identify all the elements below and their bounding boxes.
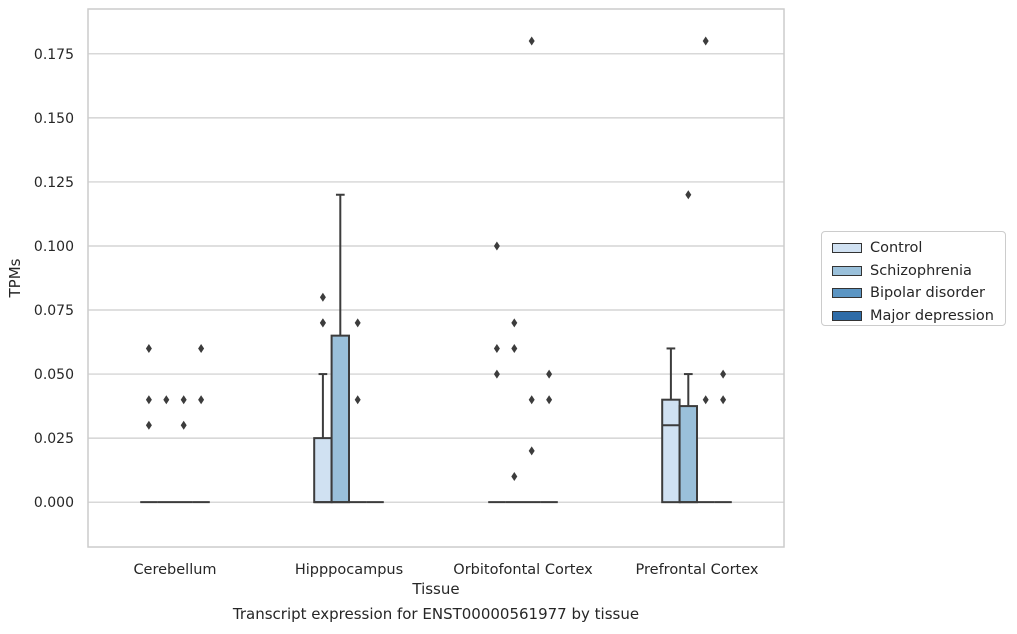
y-tick-label: 0.050 [34, 367, 74, 383]
box-body [313, 437, 333, 504]
outlier-point [354, 395, 361, 405]
outlier-markers [145, 36, 727, 482]
legend-item: Major depression [832, 305, 1005, 328]
outlier-point [511, 472, 518, 482]
x-tick-labels: Cerebellum Hipppocampus Orbitofontal Corte… [133, 562, 758, 578]
box-body [330, 334, 351, 504]
outlier-point [511, 318, 518, 328]
box-schizophrenia [678, 373, 698, 504]
outlier-point [546, 395, 553, 405]
x-axis-label: Tissue [411, 580, 459, 598]
legend-swatch [832, 288, 862, 299]
box-control [313, 373, 333, 504]
outlier-point [354, 318, 361, 328]
outlier-point [493, 241, 500, 251]
outlier-point [702, 36, 709, 46]
outlier-point [180, 420, 187, 430]
y-tick-label: 0.125 [34, 175, 74, 191]
x-tick-label: Cerebellum [133, 562, 216, 578]
legend-item: Schizophrenia [832, 260, 1005, 283]
chart: 0.000 0.025 0.050 0.075 0.100 0.125 0.150 0.175… [6, 8, 785, 598]
outlier-point [145, 395, 152, 405]
legend-item: Bipolar disorder [832, 282, 1005, 305]
outlier-point [319, 318, 326, 328]
y-axis-label: TPMs [6, 258, 24, 298]
outlier-point [198, 343, 205, 353]
legend-swatch [832, 265, 862, 276]
y-tick-label: 0.100 [34, 239, 74, 255]
legend-swatch [832, 310, 862, 321]
outlier-point [528, 395, 535, 405]
chart-caption: Transcript expression for ENST0000056197… [232, 605, 640, 623]
outlier-point [163, 395, 170, 405]
y-tick-label: 0.000 [34, 495, 74, 511]
y-tick-label: 0.150 [34, 111, 74, 127]
outlier-point [528, 36, 535, 46]
outlier-point [720, 395, 727, 405]
box-control [661, 347, 681, 504]
x-tick-label: Orbitofontal Cortex [453, 562, 593, 578]
y-tick-label: 0.175 [34, 47, 74, 63]
outlier-point [685, 190, 692, 200]
legend-swatch [832, 243, 862, 254]
outlier-point [511, 343, 518, 353]
box-schizophrenia [330, 193, 351, 504]
outlier-point [198, 395, 205, 405]
outlier-point [145, 343, 152, 353]
legend-label: Bipolar disorder [870, 285, 985, 302]
legend: Control Schizophrenia Bipolar disorder Majo… [821, 231, 1006, 326]
y-tick-label: 0.075 [34, 303, 74, 319]
outlier-point [319, 292, 326, 302]
legend-label: Major depression [870, 307, 994, 324]
plot-frame [87, 8, 785, 548]
outlier-point [180, 395, 187, 405]
outlier-point [145, 420, 152, 430]
box-plots [140, 193, 732, 504]
legend-item: Control [832, 237, 1005, 260]
outlier-point [702, 395, 709, 405]
x-tick-label: Hipppocampus [295, 562, 403, 578]
box-body [678, 405, 698, 504]
y-tick-label: 0.025 [34, 431, 74, 447]
legend-label: Control [870, 240, 923, 257]
outlier-point [528, 446, 535, 456]
legend-label: Schizophrenia [870, 262, 972, 279]
outlier-point [720, 369, 727, 379]
x-tick-label: Prefrontal Cortex [636, 562, 759, 578]
outlier-point [493, 343, 500, 353]
box-body [661, 398, 681, 504]
outlier-point [546, 369, 553, 379]
outlier-point [493, 369, 500, 379]
grid-lines [88, 53, 784, 503]
y-tick-labels: 0.000 0.025 0.050 0.075 0.100 0.125 0.150 0.175 [34, 47, 74, 511]
